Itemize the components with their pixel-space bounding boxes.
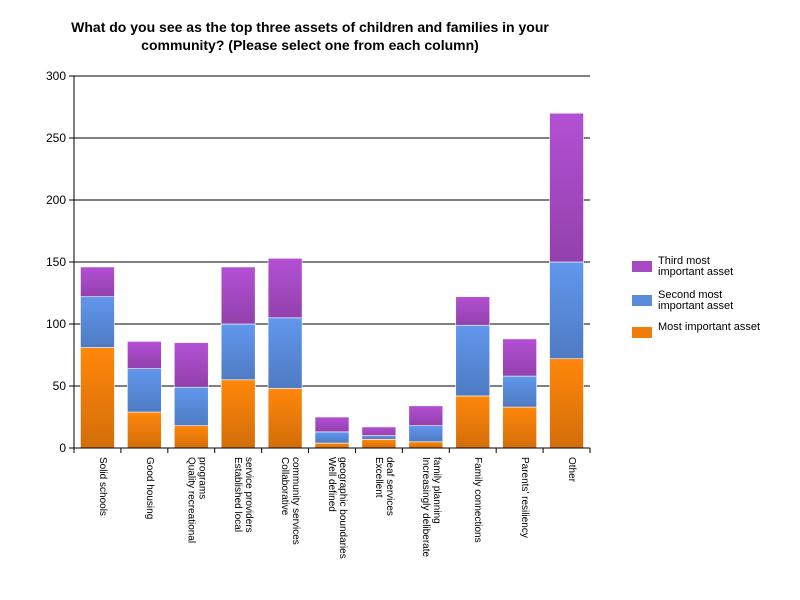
bar-segment bbox=[127, 411, 162, 449]
bar-segment bbox=[455, 395, 491, 449]
x-tick-label: Parents' resiliency bbox=[519, 457, 530, 538]
legend-item: Second most important asset bbox=[632, 290, 792, 324]
bar-segment bbox=[314, 416, 350, 433]
bar-segment bbox=[549, 261, 584, 360]
x-tick-label: family planning bbox=[431, 457, 442, 524]
x-tick-label: Good housing bbox=[144, 457, 155, 519]
y-tick-label: 250 bbox=[46, 131, 66, 145]
y-tick-label: 200 bbox=[46, 193, 66, 207]
x-tick-label: service providers bbox=[243, 457, 254, 533]
y-tick-label: 100 bbox=[46, 317, 66, 331]
bar-segment bbox=[408, 405, 444, 426]
x-tick-label: programs bbox=[196, 457, 207, 499]
y-tick-label: 50 bbox=[53, 379, 67, 393]
bar-segment bbox=[408, 425, 444, 443]
x-tick-label: Collaborative bbox=[279, 457, 290, 516]
legend-label-line: important asset bbox=[658, 266, 734, 278]
bar-segment bbox=[502, 375, 537, 408]
bar-segment bbox=[220, 266, 256, 325]
legend-label-line: Third most bbox=[658, 255, 710, 267]
bar-segment bbox=[267, 388, 303, 449]
bar-segment bbox=[220, 379, 256, 449]
bar-segment bbox=[314, 431, 350, 444]
bar-segment bbox=[408, 441, 444, 449]
x-tick-label: Family connections bbox=[472, 457, 483, 543]
bar-segment bbox=[361, 426, 397, 436]
bar-segment bbox=[455, 296, 491, 326]
x-tick-label: deaf services bbox=[384, 457, 395, 516]
legend-item: Third most important asset bbox=[632, 256, 792, 290]
y-tick-label: 0 bbox=[59, 441, 66, 455]
legend-label: Third most important asset bbox=[658, 256, 788, 278]
bar-segment bbox=[267, 317, 303, 389]
y-tick-label: 300 bbox=[46, 69, 66, 83]
x-tick-label: Well defined bbox=[326, 457, 337, 512]
legend-swatch bbox=[632, 327, 652, 338]
legend-swatch bbox=[632, 261, 652, 272]
x-tick-label: Increasingly deliberate bbox=[420, 457, 431, 557]
x-tick-label: Established local bbox=[232, 457, 243, 532]
bar-segment bbox=[502, 338, 537, 377]
legend-label: Second most important asset bbox=[658, 290, 788, 312]
bar-segment bbox=[361, 439, 397, 449]
bar-segment bbox=[502, 406, 537, 449]
bar-segment bbox=[80, 266, 115, 298]
chart-title: What do you see as the top three assets … bbox=[71, 19, 549, 53]
bar-segment bbox=[127, 368, 162, 413]
legend-swatch bbox=[632, 295, 652, 306]
x-tick-label: community services bbox=[290, 457, 301, 545]
legend-label-line: important asset bbox=[658, 300, 734, 312]
bar-segment bbox=[361, 435, 397, 440]
legend-item: Most important asset bbox=[632, 322, 792, 356]
legend-label: Most important asset bbox=[658, 322, 788, 333]
bar-segment bbox=[314, 442, 350, 449]
bar-segment bbox=[455, 324, 491, 397]
bar-segment bbox=[173, 386, 209, 426]
bar-segment bbox=[220, 323, 256, 381]
bar-segment bbox=[80, 347, 115, 449]
x-tick-label: Quality recreational bbox=[185, 457, 196, 543]
bar-segment bbox=[80, 296, 115, 348]
legend-label-line: Second most bbox=[658, 289, 723, 301]
bar-segment bbox=[127, 341, 162, 369]
bar-segment bbox=[549, 358, 584, 449]
x-tick-label: Other bbox=[566, 457, 577, 483]
x-tick-label: Excellent bbox=[373, 457, 384, 498]
x-tick-label: geographic boundaries bbox=[337, 457, 348, 559]
y-tick-label: 150 bbox=[46, 255, 66, 269]
bar-segment bbox=[267, 257, 303, 319]
legend-label-line: Most important asset bbox=[658, 321, 761, 333]
bar-segment bbox=[549, 112, 584, 263]
bar-segment bbox=[173, 342, 209, 388]
x-tick-label: Solid schools bbox=[97, 457, 108, 516]
bar-segment bbox=[173, 425, 209, 449]
